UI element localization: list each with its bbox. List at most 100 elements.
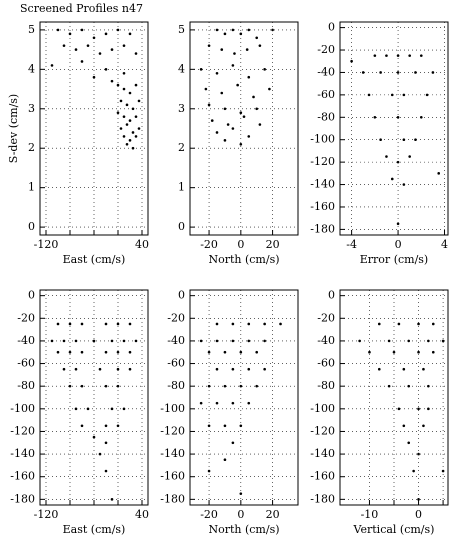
point [358,339,361,343]
point [279,322,282,326]
y-tick-label: -140 [310,447,335,460]
y-tick-label: -20 [317,311,335,324]
point [407,441,411,445]
point [427,384,430,388]
point [86,44,90,47]
point [104,441,108,445]
point [239,384,243,388]
point [104,384,108,388]
point [231,28,235,32]
y-tick-label: -160 [310,470,335,483]
point [239,32,243,36]
point [122,71,126,75]
point [231,441,235,445]
point [255,350,259,354]
y-tick-label: -40 [17,334,35,347]
y-tick-label: -160 [160,470,185,483]
point [50,339,54,343]
point [255,107,259,111]
point [223,350,227,354]
y-tick-label: -80 [317,110,335,123]
x-axis-label: East (cm/s) [63,253,126,266]
point [263,339,266,343]
y-tick-label: 3 [28,102,35,115]
chart-title: Screened Profiles n47 [20,2,143,15]
point [397,407,401,411]
point [215,401,219,405]
point [92,75,96,79]
point [215,367,219,371]
point [252,95,255,99]
point [427,407,430,411]
x-tick-label: -20 [200,508,218,521]
point [119,127,123,130]
y-tick-label: 0 [328,21,335,34]
point [131,107,135,111]
point [62,44,66,47]
point [271,28,274,32]
point [92,36,96,40]
x-tick-label: -120 [34,508,59,521]
y-tick-label: 1 [178,181,185,194]
x-tick-label: 40 [135,238,149,251]
y-tick-label: -100 [310,133,335,146]
point [68,32,72,36]
y-tick-label: -20 [17,311,35,324]
x-tick-label: 0 [395,238,402,251]
point [56,350,60,354]
point [210,119,214,122]
y-tick-label: 3 [178,102,185,115]
point [239,142,243,146]
y-tick-label: 0 [178,220,185,233]
point [122,407,126,411]
y-tick-label: 0 [178,289,185,302]
point [231,401,235,405]
point [417,407,420,411]
x-axis-label: East (cm/s) [63,523,126,536]
x-tick-label: -10 [361,508,379,521]
point [239,350,243,354]
point [379,71,382,74]
point [431,350,435,354]
point [408,54,411,57]
point [215,28,219,32]
point [239,424,243,428]
point [414,71,417,74]
point [134,339,138,343]
point [419,115,423,119]
point [122,87,126,91]
point [396,71,400,74]
y-tick-label: -100 [310,402,335,415]
y-tick-label: 2 [178,141,185,154]
point [247,367,251,371]
point [134,83,138,87]
point [407,384,411,388]
point [387,384,391,388]
y-tick-label: -20 [167,311,185,324]
point [104,350,108,354]
point [379,138,382,142]
point [247,75,251,79]
point [104,68,108,71]
point [417,498,420,501]
point [110,407,114,411]
plot-frame [189,21,299,236]
x-tick-label: 20 [266,238,280,251]
x-tick-label: 20 [266,508,280,521]
point [387,339,391,343]
point [80,384,84,388]
y-tick-label: -80 [17,379,35,392]
point [80,28,84,32]
point [207,350,211,354]
y-tick-label: -180 [310,492,335,505]
point [223,424,227,428]
point [199,401,203,405]
x-tick-label: -20 [200,238,218,251]
point [255,384,259,388]
point [239,111,243,115]
point [116,384,120,388]
point [207,44,211,47]
point [231,322,235,326]
point [412,469,415,473]
y-tick-label: -140 [160,447,185,460]
